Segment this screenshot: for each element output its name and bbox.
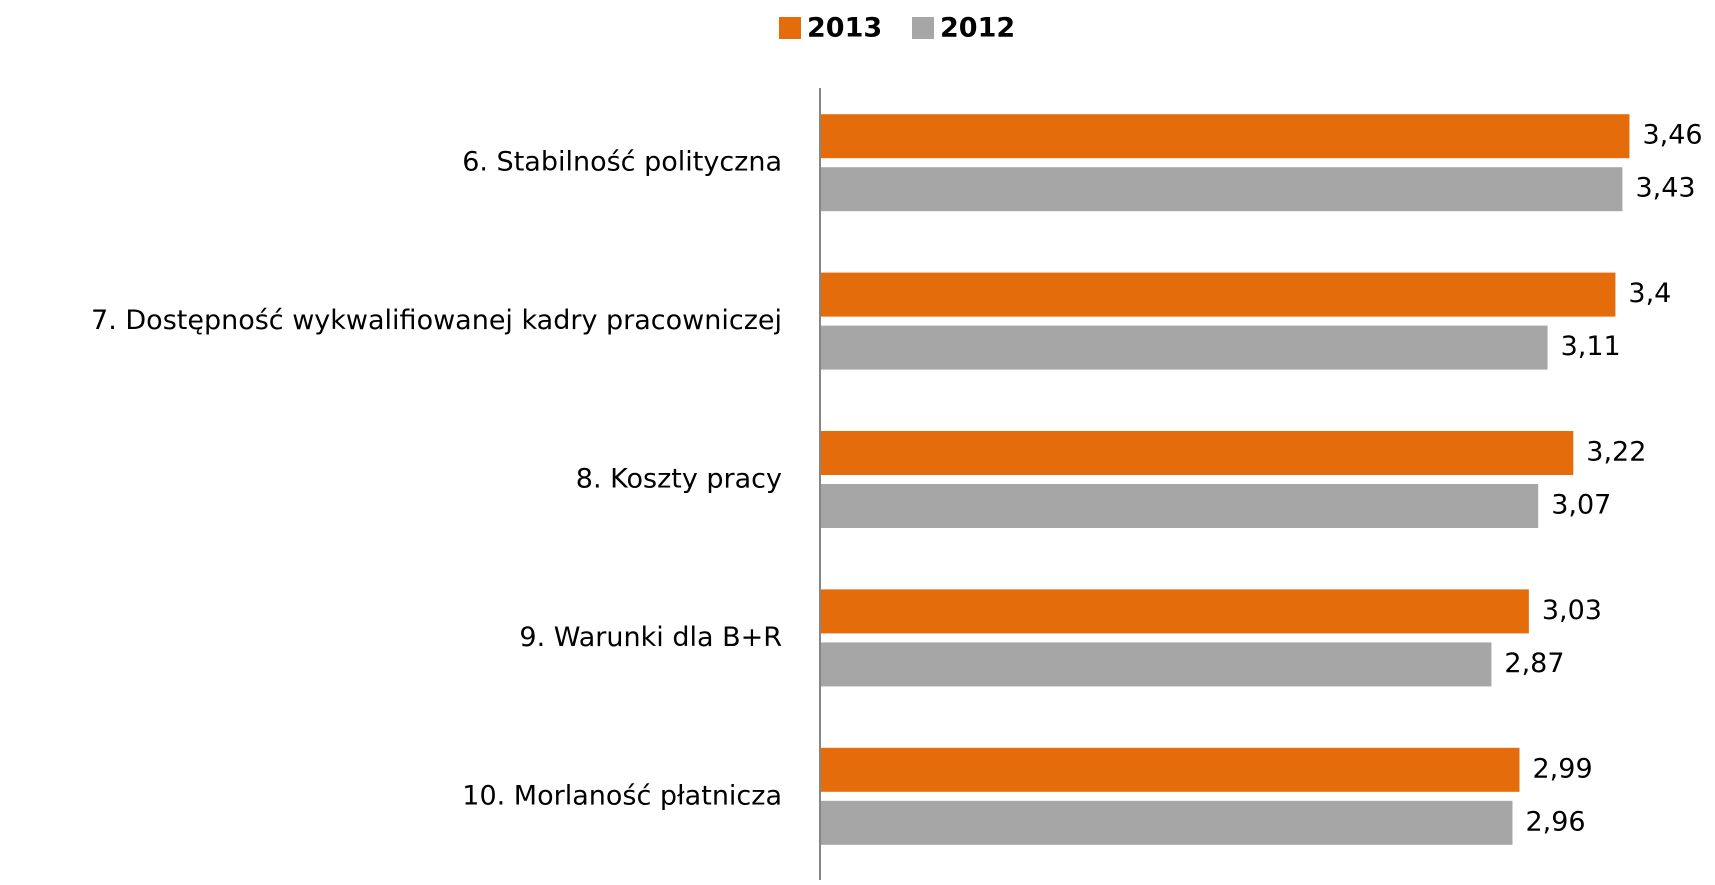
value-label: 3,11	[1561, 331, 1621, 362]
bar	[820, 747, 1520, 792]
category-label: 10. Morlaność płatnicza	[462, 780, 782, 811]
category-label: 6. Stabilność polityczna	[462, 147, 782, 178]
bar	[820, 800, 1513, 845]
value-label: 3,07	[1551, 490, 1611, 521]
value-label: 3,43	[1635, 173, 1695, 204]
value-label: 2,96	[1525, 806, 1585, 837]
bar	[820, 642, 1492, 687]
bar	[820, 431, 1574, 475]
category-label: 7. Dostępność wykwalifiowanej kadry prac…	[91, 305, 782, 336]
value-label: 2,87	[1504, 648, 1564, 679]
value-label: 3,4	[1628, 278, 1671, 309]
value-label: 2,99	[1533, 753, 1593, 784]
bar	[820, 167, 1623, 212]
legend-swatch	[779, 17, 801, 39]
category-label: 9. Warunki dla B+R	[519, 622, 782, 653]
bar	[820, 114, 1630, 159]
legend-label: 2013	[807, 13, 882, 44]
bar	[820, 484, 1539, 528]
bar	[820, 325, 1548, 370]
value-label: 3,22	[1586, 437, 1646, 468]
legend-label: 2012	[940, 13, 1015, 44]
bar	[820, 589, 1529, 634]
legend-swatch	[912, 17, 934, 39]
category-label: 8. Koszty pracy	[576, 464, 782, 495]
value-label: 3,03	[1542, 595, 1602, 626]
bar	[820, 272, 1616, 317]
value-label: 3,46	[1642, 120, 1702, 151]
